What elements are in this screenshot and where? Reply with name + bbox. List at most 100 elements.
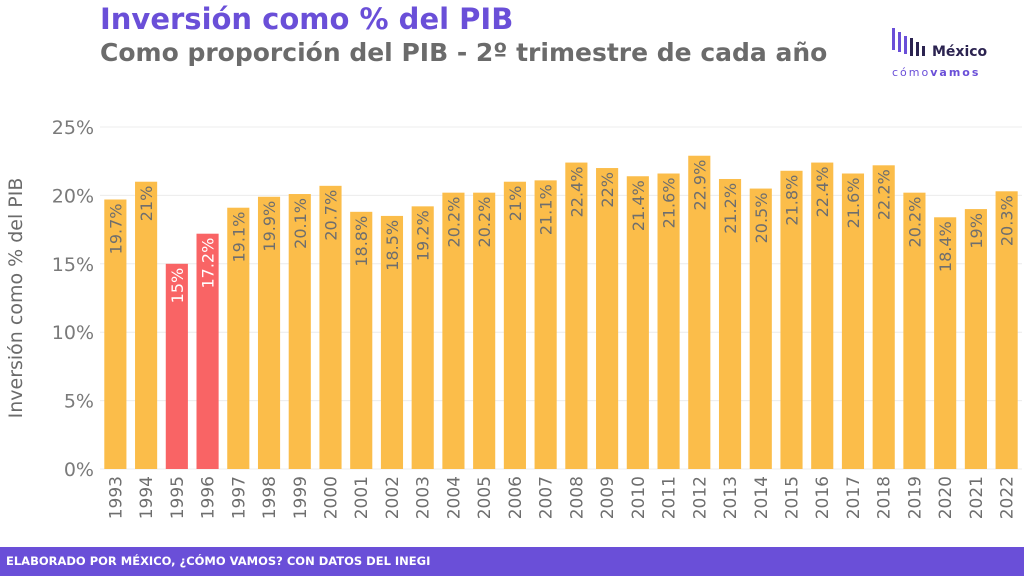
x-tick-label: 2019 xyxy=(905,476,925,519)
bar xyxy=(442,192,465,469)
data-label: 21.8% xyxy=(783,175,802,226)
y-axis-label: Inversión como % del PIB xyxy=(5,178,27,419)
bar xyxy=(749,188,772,469)
bar xyxy=(718,178,742,469)
data-label: 18.8% xyxy=(352,216,371,267)
x-tick-label: 2022 xyxy=(998,476,1018,519)
bar xyxy=(780,170,803,469)
bar xyxy=(903,192,926,469)
y-tick-label: 20% xyxy=(52,185,94,207)
data-label: 21.1% xyxy=(537,184,556,235)
data-label: 20.1% xyxy=(291,198,310,249)
data-label: 17.2% xyxy=(199,238,218,289)
x-tick-label: 2002 xyxy=(383,476,403,519)
source-footer: ELABORADO POR MÉXICO, ¿CÓMO VAMOS? CON D… xyxy=(0,547,1024,576)
data-label: 21% xyxy=(506,186,525,222)
data-label: 21% xyxy=(137,186,156,222)
data-label: 19.9% xyxy=(260,201,279,252)
bar xyxy=(380,215,404,469)
x-tick-label: 1995 xyxy=(168,476,188,519)
logo-tagline: cómovamos xyxy=(892,66,981,79)
data-label: 22.4% xyxy=(813,167,832,218)
bar xyxy=(565,162,588,469)
y-tick-label: 25% xyxy=(52,117,94,139)
bar xyxy=(227,207,250,469)
bar xyxy=(319,185,342,469)
x-tick-label: 2016 xyxy=(813,476,833,519)
data-label: 21.6% xyxy=(844,178,863,229)
bar xyxy=(626,176,649,470)
bar xyxy=(104,199,127,469)
bar xyxy=(135,181,158,469)
data-label: 18.5% xyxy=(383,220,402,271)
logo-wordmark: México xyxy=(932,44,988,60)
x-tick-label: 1999 xyxy=(291,476,311,519)
y-tick-label: 10% xyxy=(52,322,94,344)
x-tick-label: 2014 xyxy=(752,476,772,519)
x-tick-label: 2020 xyxy=(936,476,956,519)
bar xyxy=(934,217,957,469)
bar xyxy=(503,181,526,469)
data-label: 21.6% xyxy=(660,178,679,229)
x-tick-label: 1996 xyxy=(199,476,219,519)
chart-subtitle: Como proporción del PIB - 2º trimestre d… xyxy=(100,38,828,67)
bar xyxy=(288,194,311,470)
data-label: 20.3% xyxy=(998,195,1017,246)
x-tick-label: 2013 xyxy=(721,476,741,519)
data-label: 19.7% xyxy=(106,204,125,255)
y-tick-label: 15% xyxy=(52,254,94,276)
x-tick-label: 2011 xyxy=(660,476,680,519)
data-label: 18.4% xyxy=(936,221,955,272)
bar xyxy=(811,162,834,469)
bar xyxy=(411,206,434,469)
data-label: 19% xyxy=(967,213,986,249)
data-label: 22% xyxy=(598,172,617,208)
logo-bars-icon xyxy=(892,28,925,56)
bar xyxy=(596,168,619,470)
data-label: 20.2% xyxy=(475,197,494,248)
bar xyxy=(165,263,188,469)
x-tick-label: 2008 xyxy=(567,476,587,519)
x-tick-label: 2004 xyxy=(444,476,464,519)
bar xyxy=(995,191,1018,469)
bar xyxy=(196,233,219,469)
x-tick-label: 1994 xyxy=(137,476,157,519)
mexico-como-vamos-logo: México cómovamos xyxy=(890,22,1010,82)
x-tick-label: 2009 xyxy=(598,476,618,519)
data-label: 21.2% xyxy=(721,183,740,234)
y-tick-label: 0% xyxy=(64,459,94,481)
x-tick-label: 2006 xyxy=(506,476,526,519)
bar xyxy=(257,196,281,469)
data-label: 20.2% xyxy=(905,197,924,248)
x-tick-label: 2010 xyxy=(629,476,649,519)
data-label: 20.5% xyxy=(752,193,771,244)
bar xyxy=(473,192,496,469)
x-tick-label: 2003 xyxy=(414,476,434,519)
x-tick-label: 2012 xyxy=(690,476,710,519)
x-tick-label: 1998 xyxy=(260,476,280,519)
x-tick-label: 2000 xyxy=(322,476,342,519)
data-label: 22.9% xyxy=(690,160,709,211)
x-tick-label: 2018 xyxy=(875,476,895,519)
bar xyxy=(350,211,373,470)
bar xyxy=(841,173,865,469)
chart-title: Inversión como % del PIB xyxy=(100,2,514,36)
x-tick-label: 1997 xyxy=(229,476,249,519)
bar xyxy=(872,165,895,469)
x-tick-label: 1993 xyxy=(106,476,126,519)
data-label: 20.2% xyxy=(444,197,463,248)
data-label: 19.1% xyxy=(229,212,248,263)
x-tick-label: 2001 xyxy=(352,476,372,519)
bar xyxy=(534,180,557,470)
x-tick-label: 2015 xyxy=(783,476,803,519)
y-tick-label: 5% xyxy=(64,391,94,413)
data-label: 21.4% xyxy=(629,180,648,231)
bar xyxy=(964,209,987,469)
data-label: 15% xyxy=(168,268,187,304)
x-tick-label: 2021 xyxy=(967,476,987,519)
data-label: 20.7% xyxy=(322,190,341,241)
data-label: 22.4% xyxy=(567,167,586,218)
x-tick-label: 2005 xyxy=(475,476,495,519)
data-label: 19.2% xyxy=(414,210,433,261)
